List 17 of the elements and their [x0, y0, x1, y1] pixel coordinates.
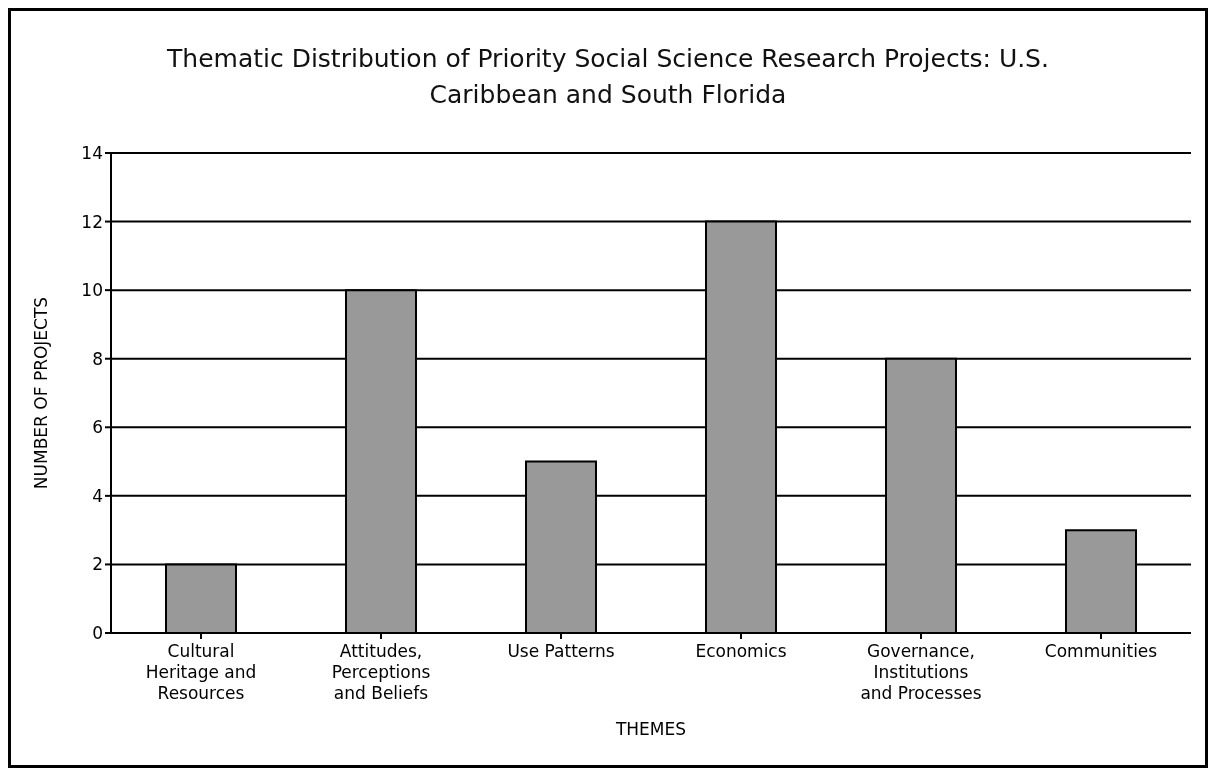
y-tick-label: 12 — [81, 211, 103, 232]
y-tick-label: 14 — [81, 143, 103, 164]
x-tick-label: Use Patterns — [507, 641, 615, 661]
x-tick-label: Governance, Institutions and Processes — [860, 641, 982, 703]
x-tick-label: Attitudes, Perceptions and Beliefs — [331, 641, 431, 703]
x-axis-title: THEMES — [614, 719, 687, 739]
y-tick-label: 2 — [92, 554, 103, 575]
y-tick-label: 8 — [92, 348, 103, 369]
x-tick-label: Cultural Heritage and Resources — [145, 641, 257, 703]
y-axis-title: NUMBER OF PROJECTS — [31, 296, 52, 490]
y-tick-label: 10 — [81, 280, 103, 301]
y-tick-label: 4 — [92, 485, 103, 506]
x-tick-label: Economics — [695, 641, 787, 661]
y-tick-label: 0 — [92, 623, 103, 644]
chart-title: Thematic Distribution of Priority Social Science Research Projects: U.S. Caribbean and South Florida — [166, 43, 1050, 111]
y-tick-label: 6 — [92, 417, 103, 438]
x-tick-label: Communities — [1044, 641, 1158, 661]
